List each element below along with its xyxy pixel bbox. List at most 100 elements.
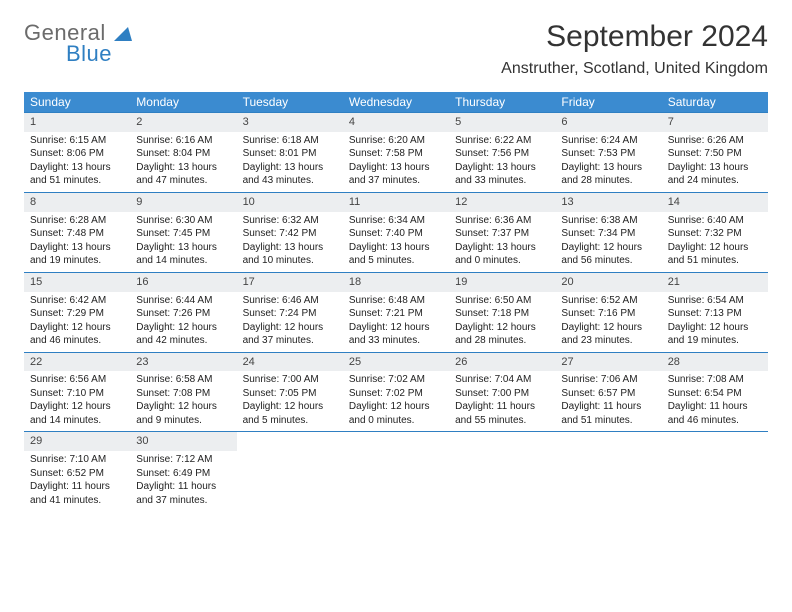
day-body: Sunrise: 6:15 AMSunset: 8:06 PMDaylight:… [24, 134, 130, 188]
sunrise: Sunrise: 7:00 AM [243, 373, 337, 387]
sunset: Sunset: 7:42 PM [243, 227, 337, 241]
sunrise: Sunrise: 7:02 AM [349, 373, 443, 387]
sunrise: Sunrise: 7:12 AM [136, 453, 230, 467]
sunset: Sunset: 7:56 PM [455, 147, 549, 161]
sunrise: Sunrise: 7:10 AM [30, 453, 124, 467]
day-number: 30 [130, 432, 236, 451]
sunset: Sunset: 7:02 PM [349, 387, 443, 401]
daylight: Daylight: 13 hours and 43 minutes. [243, 161, 337, 188]
day-cell: 15Sunrise: 6:42 AMSunset: 7:29 PMDayligh… [24, 273, 130, 352]
day-cell-empty [662, 432, 768, 511]
day-cell: 27Sunrise: 7:06 AMSunset: 6:57 PMDayligh… [555, 353, 661, 432]
day-cell: 29Sunrise: 7:10 AMSunset: 6:52 PMDayligh… [24, 432, 130, 511]
day-number: 27 [555, 353, 661, 372]
day-body: Sunrise: 6:40 AMSunset: 7:32 PMDaylight:… [662, 214, 768, 268]
daylight: Daylight: 13 hours and 51 minutes. [30, 161, 124, 188]
sunrise: Sunrise: 6:48 AM [349, 294, 443, 308]
sunset: Sunset: 7:58 PM [349, 147, 443, 161]
sunrise: Sunrise: 6:52 AM [561, 294, 655, 308]
day-cell: 24Sunrise: 7:00 AMSunset: 7:05 PMDayligh… [237, 353, 343, 432]
daylight: Daylight: 13 hours and 5 minutes. [349, 241, 443, 268]
daylight: Daylight: 12 hours and 9 minutes. [136, 400, 230, 427]
sunset: Sunset: 7:24 PM [243, 307, 337, 321]
week-row: 1Sunrise: 6:15 AMSunset: 8:06 PMDaylight… [24, 112, 768, 192]
sunset: Sunset: 7:18 PM [455, 307, 549, 321]
day-body: Sunrise: 6:26 AMSunset: 7:50 PMDaylight:… [662, 134, 768, 188]
day-cell: 6Sunrise: 6:24 AMSunset: 7:53 PMDaylight… [555, 113, 661, 192]
sunset: Sunset: 7:10 PM [30, 387, 124, 401]
daylight: Daylight: 12 hours and 33 minutes. [349, 321, 443, 348]
daylight: Daylight: 11 hours and 41 minutes. [30, 480, 124, 507]
week-row: 22Sunrise: 6:56 AMSunset: 7:10 PMDayligh… [24, 352, 768, 432]
title-block: September 2024 Anstruther, Scotland, Uni… [501, 20, 768, 78]
day-body: Sunrise: 6:44 AMSunset: 7:26 PMDaylight:… [130, 294, 236, 348]
sunset: Sunset: 7:16 PM [561, 307, 655, 321]
sunset: Sunset: 6:49 PM [136, 467, 230, 481]
sunset: Sunset: 8:04 PM [136, 147, 230, 161]
day-number: 7 [662, 113, 768, 132]
daylight: Daylight: 13 hours and 0 minutes. [455, 241, 549, 268]
weekday-tuesday: Tuesday [237, 92, 343, 112]
day-number: 9 [130, 193, 236, 212]
day-cell: 22Sunrise: 6:56 AMSunset: 7:10 PMDayligh… [24, 353, 130, 432]
day-cell: 16Sunrise: 6:44 AMSunset: 7:26 PMDayligh… [130, 273, 236, 352]
weekday-friday: Friday [555, 92, 661, 112]
daylight: Daylight: 13 hours and 47 minutes. [136, 161, 230, 188]
sunset: Sunset: 6:52 PM [30, 467, 124, 481]
sunrise: Sunrise: 6:15 AM [30, 134, 124, 148]
sunrise: Sunrise: 6:44 AM [136, 294, 230, 308]
day-number: 3 [237, 113, 343, 132]
sunset: Sunset: 7:37 PM [455, 227, 549, 241]
sunset: Sunset: 6:57 PM [561, 387, 655, 401]
sunrise: Sunrise: 6:56 AM [30, 373, 124, 387]
day-body: Sunrise: 7:06 AMSunset: 6:57 PMDaylight:… [555, 373, 661, 427]
day-cell: 1Sunrise: 6:15 AMSunset: 8:06 PMDaylight… [24, 113, 130, 192]
day-cell: 13Sunrise: 6:38 AMSunset: 7:34 PMDayligh… [555, 193, 661, 272]
day-number: 15 [24, 273, 130, 292]
day-cell: 26Sunrise: 7:04 AMSunset: 7:00 PMDayligh… [449, 353, 555, 432]
daylight: Daylight: 11 hours and 55 minutes. [455, 400, 549, 427]
daylight: Daylight: 11 hours and 51 minutes. [561, 400, 655, 427]
day-cell: 21Sunrise: 6:54 AMSunset: 7:13 PMDayligh… [662, 273, 768, 352]
day-cell: 18 Sunrise: 6:48 AMSunset: 7:21 PMDayligh… [343, 273, 449, 352]
day-body: Sunrise: 6:16 AMSunset: 8:04 PMDaylight:… [130, 134, 236, 188]
day-number: 4 [343, 113, 449, 132]
day-number: 22 [24, 353, 130, 372]
day-body: Sunrise: 6:48 AMSunset: 7:21 PMDaylight:… [343, 294, 449, 348]
day-number: 6 [555, 113, 661, 132]
sunrise: Sunrise: 7:04 AM [455, 373, 549, 387]
triangle-icon [114, 21, 132, 47]
weekday-monday: Monday [130, 92, 236, 112]
daylight: Daylight: 11 hours and 46 minutes. [668, 400, 762, 427]
daylight: Daylight: 12 hours and 14 minutes. [30, 400, 124, 427]
sunrise: Sunrise: 7:08 AM [668, 373, 762, 387]
weeks-container: 1Sunrise: 6:15 AMSunset: 8:06 PMDaylight… [24, 112, 768, 511]
month-title: September 2024 [501, 20, 768, 54]
sunset: Sunset: 7:32 PM [668, 227, 762, 241]
daylight: Daylight: 13 hours and 14 minutes. [136, 241, 230, 268]
day-number: 12 [449, 193, 555, 212]
day-cell: 25Sunrise: 7:02 AMSunset: 7:02 PMDayligh… [343, 353, 449, 432]
day-body: Sunrise: 6:46 AMSunset: 7:24 PMDaylight:… [237, 294, 343, 348]
day-cell: 12Sunrise: 6:36 AMSunset: 7:37 PMDayligh… [449, 193, 555, 272]
day-body: Sunrise: 6:52 AMSunset: 7:16 PMDaylight:… [555, 294, 661, 348]
sunset: Sunset: 7:26 PM [136, 307, 230, 321]
daylight: Daylight: 12 hours and 5 minutes. [243, 400, 337, 427]
sunset: Sunset: 7:21 PM [349, 307, 443, 321]
day-number: 18 [343, 273, 449, 292]
header: General Blue September 2024 Anstruther, … [24, 20, 768, 78]
sunset: Sunset: 7:34 PM [561, 227, 655, 241]
day-cell-empty [555, 432, 661, 511]
day-cell: 7 Sunrise: 6:26 AMSunset: 7:50 PMDaylight… [662, 113, 768, 192]
daylight: Daylight: 12 hours and 51 minutes. [668, 241, 762, 268]
day-cell-empty [237, 432, 343, 511]
day-cell: 30Sunrise: 7:12 AMSunset: 6:49 PMDayligh… [130, 432, 236, 511]
day-number: 23 [130, 353, 236, 372]
week-row: 8Sunrise: 6:28 AMSunset: 7:48 PMDaylight… [24, 192, 768, 272]
day-cell: 4Sunrise: 6:20 AMSunset: 7:58 PMDaylight… [343, 113, 449, 192]
sunset: Sunset: 7:40 PM [349, 227, 443, 241]
day-number: 14 [662, 193, 768, 212]
day-cell: 8Sunrise: 6:28 AMSunset: 7:48 PMDaylight… [24, 193, 130, 272]
daylight: Daylight: 12 hours and 23 minutes. [561, 321, 655, 348]
sunrise: Sunrise: 6:38 AM [561, 214, 655, 228]
